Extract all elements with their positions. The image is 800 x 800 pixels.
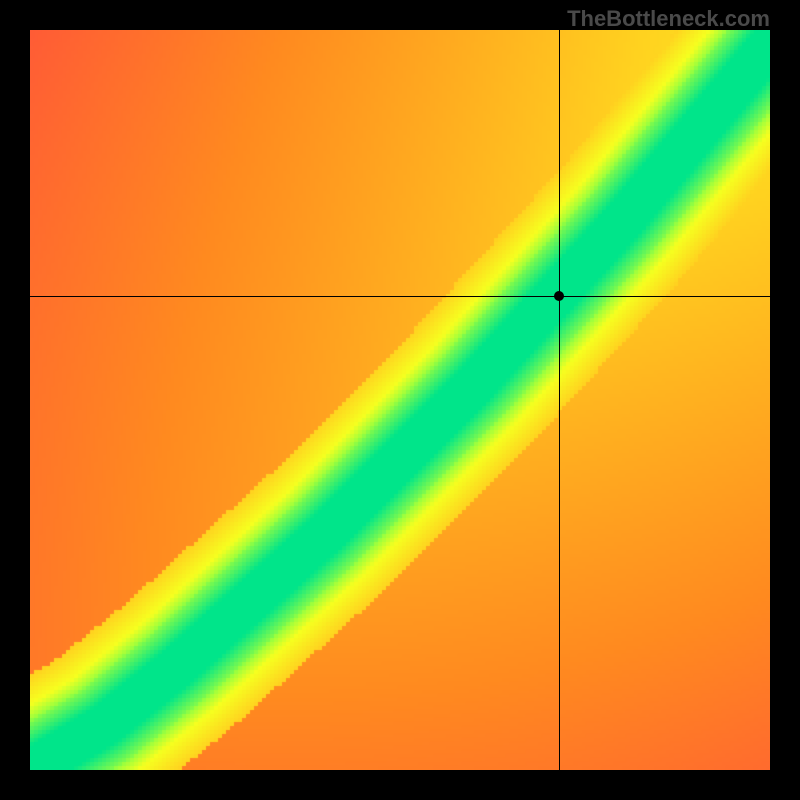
watermark-text: TheBottleneck.com (567, 6, 770, 32)
chart-container: TheBottleneck.com (0, 0, 800, 800)
crosshair-vertical (559, 30, 560, 770)
bottleneck-heatmap (30, 30, 770, 770)
crosshair-horizontal (30, 296, 770, 297)
